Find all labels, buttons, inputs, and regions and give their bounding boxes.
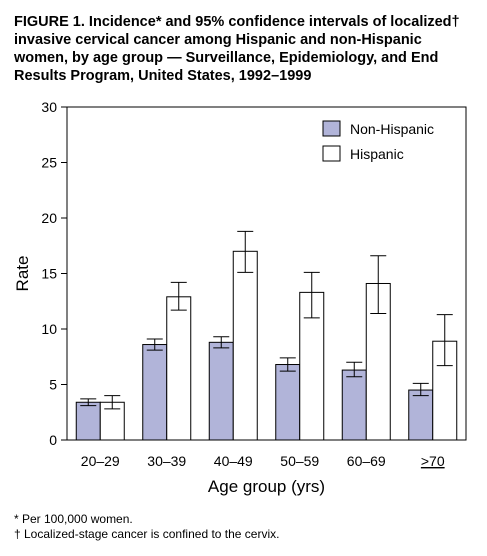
legend-label-non-hispanic: Non-Hispanic (350, 121, 434, 137)
y-tick-label: 15 (41, 266, 57, 282)
figure-title-text: FIGURE 1. Incidence* and 95% confidence … (14, 14, 460, 84)
bar-hispanic (365, 282, 391, 441)
legend-label-hispanic: Hispanic (350, 146, 404, 162)
y-tick-label: 10 (41, 321, 57, 337)
x-tick-label: 20–29 (81, 453, 120, 469)
footnote-localized: † Localized-stage cancer is confined to … (14, 527, 280, 541)
figure-title: FIGURE 1. Incidence* and 95% confidence … (14, 13, 476, 85)
x-axis-label: Age group (yrs) (208, 477, 325, 496)
y-tick-label: 25 (41, 155, 57, 171)
bar-hispanic (232, 250, 258, 441)
bar-non-hispanic (408, 389, 434, 441)
footnotes: * Per 100,000 women. † Localized-stage c… (14, 512, 279, 542)
y-tick-label: 30 (41, 99, 57, 115)
legend-swatch-hispanic (322, 145, 341, 162)
bar-non-hispanic (208, 341, 234, 441)
bar-non-hispanic (142, 344, 168, 441)
legend-swatch-non-hispanic (322, 120, 341, 137)
y-axis-label: Rate (13, 256, 32, 292)
y-tick-label: 0 (49, 432, 57, 448)
x-tick-label: 30–39 (147, 453, 186, 469)
y-tick-label: 20 (41, 210, 57, 226)
x-tick-label: 50–59 (280, 453, 319, 469)
x-tick-label: 60–69 (347, 453, 386, 469)
plot-frame (66, 106, 467, 441)
y-tick-label: 5 (49, 377, 57, 393)
x-tick-label: >70 (421, 453, 445, 469)
x-tick-label: 40–49 (214, 453, 253, 469)
bar-non-hispanic (75, 401, 101, 441)
bar-non-hispanic (341, 369, 367, 441)
footnote-per-100000: * Per 100,000 women. (14, 512, 133, 526)
bar-hispanic (166, 296, 192, 441)
bar-non-hispanic (275, 364, 301, 441)
